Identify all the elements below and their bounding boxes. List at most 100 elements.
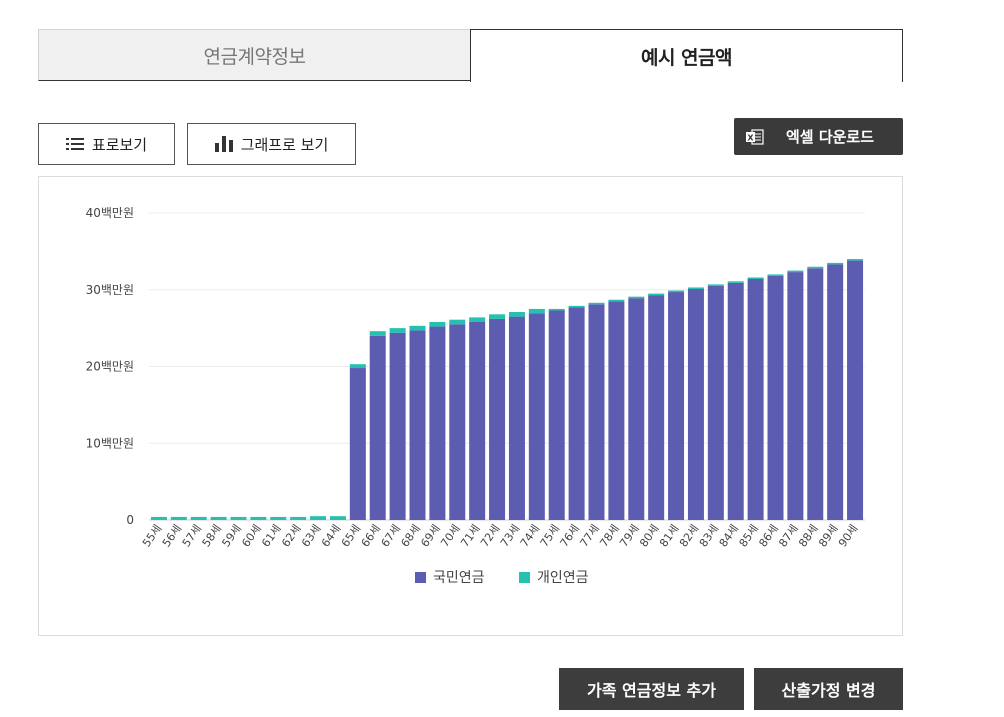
bar-segment: [787, 272, 804, 520]
bar-segment: [807, 268, 824, 520]
pension-chart-panel: 0 10백만원 20백만원 30백만원 40백만원 55세 56세 57세 58세 59세 60세 6…: [38, 176, 903, 636]
bar-segment: [588, 302, 605, 305]
x-tick-label: 72세: [478, 522, 502, 549]
legend-swatch: [519, 572, 530, 583]
bar-segment: [548, 308, 565, 311]
bar-segment: [528, 313, 545, 520]
legend-swatch: [415, 572, 426, 583]
bar-segment: [349, 368, 366, 520]
bar-segment: [389, 328, 406, 333]
bar-segment: [568, 305, 585, 308]
x-tick-label: 84세: [717, 522, 741, 549]
bar-segment: [230, 516, 247, 520]
bar-segment: [608, 299, 625, 302]
bar-segment: [210, 516, 227, 520]
bar-segment: [429, 321, 446, 327]
legend-label: 개인연금: [537, 570, 589, 586]
legend-label: 국민연금: [433, 570, 485, 586]
x-tick-label: 77세: [577, 522, 601, 549]
bar-segment: [449, 324, 466, 520]
x-tick-label: 57세: [180, 522, 204, 549]
tab-pension-contract-info[interactable]: 연금계약정보: [38, 29, 471, 81]
bar-chart-icon: [214, 136, 233, 152]
x-tick-label: 65세: [339, 522, 363, 549]
bar-segment: [827, 262, 844, 265]
x-tick-label: 82세: [677, 522, 701, 549]
excel-icon: X: [746, 128, 764, 145]
bar-segment: [489, 318, 506, 520]
x-tick-label: 78세: [597, 522, 621, 549]
y-tick-label: 30백만원: [86, 283, 134, 297]
x-tick-label: 85세: [737, 522, 761, 549]
bar-segment: [608, 301, 625, 520]
bar-segment: [190, 516, 207, 520]
x-tick-label: 86세: [756, 522, 780, 549]
x-tick-label: 59세: [219, 522, 243, 549]
x-tick-label: 64세: [319, 522, 343, 549]
x-tick-label: 66세: [359, 522, 383, 549]
tab-bar: 연금계약정보 예시 연금액: [38, 29, 903, 82]
graph-view-button[interactable]: 그래프로 보기: [187, 123, 356, 165]
bar-segment: [687, 288, 704, 520]
y-tick-label: 10백만원: [86, 436, 134, 450]
bar-segment: [568, 307, 585, 520]
bar-segment: [668, 292, 685, 520]
table-view-button[interactable]: 표로보기: [38, 123, 175, 165]
x-tick-label: 90세: [836, 522, 860, 549]
bar-segment: [747, 279, 764, 520]
bar-segment: [369, 331, 386, 336]
x-tick-label: 58세: [200, 522, 224, 549]
change-assumption-button[interactable]: 산출가정 변경: [754, 668, 903, 710]
bar-segment: [767, 275, 784, 520]
list-icon: [65, 138, 84, 150]
tab-example-pension-amount[interactable]: 예시 연금액: [470, 29, 903, 82]
bar-segment: [329, 516, 346, 520]
x-tick-label: 76세: [558, 522, 582, 549]
x-tick-label: 75세: [538, 522, 562, 549]
bar-segment: [349, 364, 366, 369]
add-family-pension-button[interactable]: 가족 연금정보 추가: [559, 668, 744, 710]
x-tick-label: 67세: [379, 522, 403, 549]
x-tick-label: 61세: [259, 522, 283, 549]
bar-segment: [409, 330, 426, 520]
bar-segment: [290, 516, 307, 520]
x-tick-label: 74세: [518, 522, 542, 549]
x-tick-label: 68세: [398, 522, 422, 549]
x-tick-label: 83세: [697, 522, 721, 549]
y-tick-label: 0: [126, 513, 134, 527]
bar-segment: [508, 312, 525, 317]
bar-segment: [469, 321, 486, 520]
bar-segment: [807, 266, 824, 269]
bar-segment: [250, 516, 267, 520]
bar-segment: [847, 259, 864, 261]
bar-segment: [389, 332, 406, 520]
x-tick-label: 79세: [617, 522, 641, 549]
bar-segment: [767, 274, 784, 276]
x-tick-label: 80세: [637, 522, 661, 549]
svg-text:X: X: [747, 133, 754, 142]
bar-segment: [727, 281, 744, 283]
bar-segment: [150, 516, 167, 520]
bar-segment: [787, 270, 804, 273]
x-tick-label: 73세: [498, 522, 522, 549]
bar-segment: [270, 516, 287, 520]
bar-segment: [409, 325, 426, 331]
bar-segment: [668, 290, 685, 293]
x-tick-label: 71세: [458, 522, 482, 549]
x-tick-label: 60세: [239, 522, 263, 549]
bar-segment: [707, 284, 724, 286]
bar-segment: [827, 264, 844, 520]
bar-segment: [429, 326, 446, 520]
bar-segment: [310, 516, 327, 520]
bar-segment: [449, 319, 466, 325]
bar-segment: [707, 285, 724, 520]
bar-segment: [369, 335, 386, 520]
bar-segment: [469, 317, 486, 322]
x-tick-label: 69세: [418, 522, 442, 549]
x-tick-label: 55세: [140, 522, 164, 549]
bar-segment: [489, 314, 506, 319]
x-tick-label: 81세: [657, 522, 681, 549]
bar-segment: [528, 308, 545, 314]
bar-segment: [727, 282, 744, 520]
excel-download-button[interactable]: X 엑셀 다운로드: [734, 118, 903, 155]
